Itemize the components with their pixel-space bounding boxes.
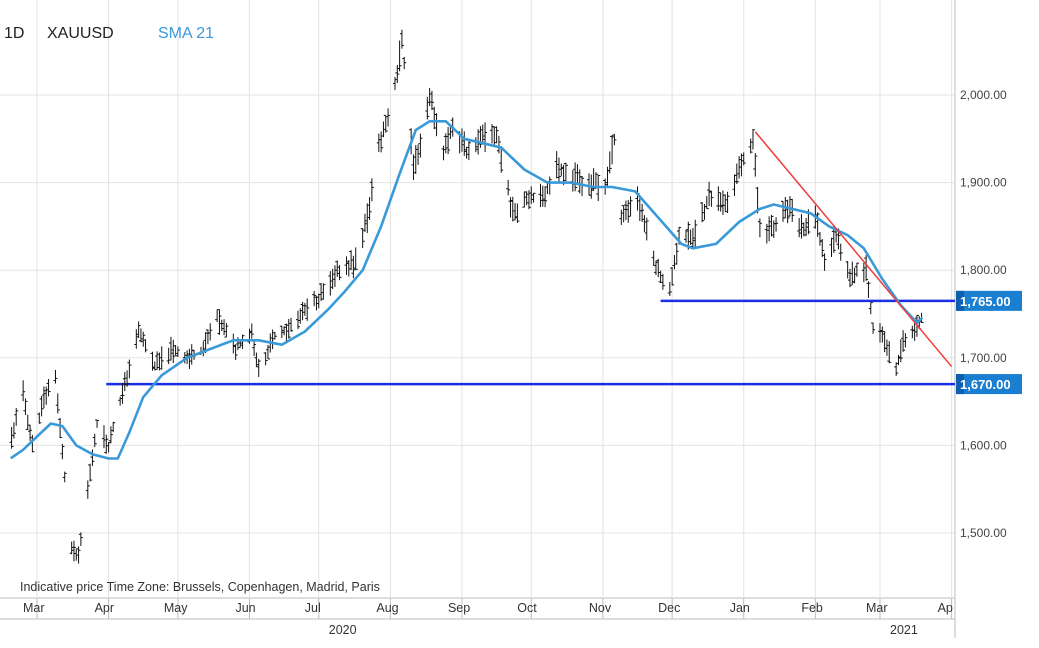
- x-tick-label: Jan: [730, 601, 750, 615]
- x-tick-label: Aug: [376, 601, 398, 615]
- y-tick-label: 1,700.00: [960, 351, 1007, 365]
- price-bars: [9, 29, 924, 564]
- x-tick-label: Oct: [517, 601, 537, 615]
- y-tick-label: 1,500.00: [960, 526, 1007, 540]
- x-tick-label: Feb: [801, 601, 823, 615]
- symbol-label[interactable]: XAUUSD: [47, 25, 114, 42]
- x-tick-label: Mar: [866, 601, 888, 615]
- footer-note: Indicative price Time Zone: Brussels, Co…: [20, 580, 380, 594]
- level-label: 1,765.00: [960, 294, 1011, 309]
- level-label: 1,670.00: [960, 377, 1011, 392]
- x-tick-label: Jun: [235, 601, 255, 615]
- y-tick-label: 1,600.00: [960, 438, 1007, 452]
- level-label-badge: [956, 290, 1022, 311]
- year-label: 2021: [890, 623, 918, 637]
- x-tick-label: Apr: [95, 601, 114, 615]
- y-tick-label: 2,000.00: [960, 88, 1007, 102]
- level-label-badge-tab: [956, 374, 964, 395]
- x-tick-label: Ap: [938, 601, 953, 615]
- resistance-trendline[interactable]: [754, 131, 953, 368]
- indicator-label[interactable]: SMA 21: [158, 25, 215, 42]
- y-tick-label: 1,900.00: [960, 176, 1007, 190]
- y-tick-label: 1,800.00: [960, 263, 1007, 277]
- x-tick-label: Jul: [305, 601, 321, 615]
- timeframe-label[interactable]: 1D: [4, 25, 25, 42]
- x-tick-label: Nov: [589, 601, 612, 615]
- level-label-badge: [956, 374, 1022, 395]
- sma-21-line: [10, 120, 923, 460]
- level-label-badge-tab: [956, 290, 964, 311]
- x-tick-label: May: [164, 601, 188, 615]
- x-tick-label: Dec: [658, 601, 680, 615]
- x-tick-label: Sep: [448, 601, 470, 615]
- year-label: 2020: [329, 623, 357, 637]
- x-tick-label: Mar: [23, 601, 45, 615]
